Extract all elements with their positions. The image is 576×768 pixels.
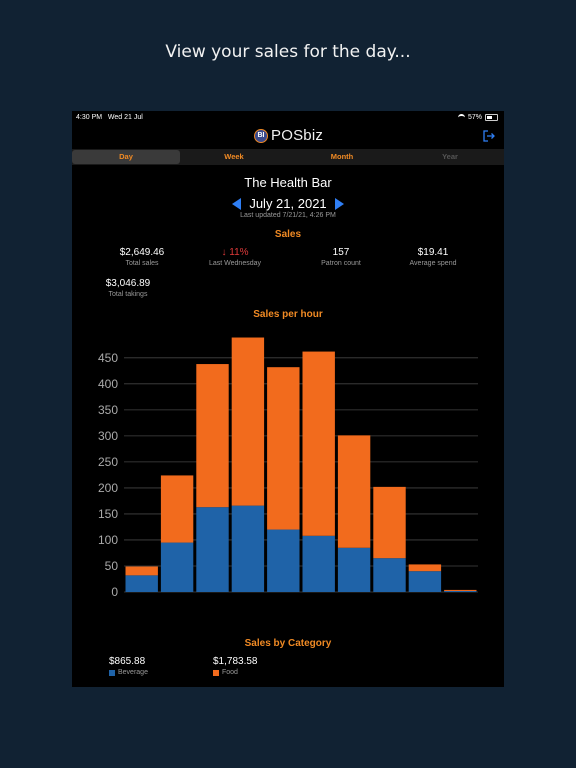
food-swatch: [213, 669, 219, 676]
y-tick-label: 450: [98, 351, 118, 365]
chart-title: Sales per hour: [253, 309, 323, 320]
stat-label: Last Wednesday: [208, 260, 261, 267]
next-day-icon[interactable]: [334, 197, 344, 210]
category-value: $865.88: [109, 656, 146, 667]
bar-beverage: [231, 505, 265, 592]
stat-label: Total sales: [125, 260, 159, 267]
stat-value: $3,046.89: [105, 278, 151, 289]
category-value: $1,783.58: [213, 656, 258, 667]
status-bar: 4:30 PM Wed 21 Jul 57%: [72, 111, 504, 125]
category-beverage: $865.88 Beverage: [109, 656, 148, 676]
promo-caption: View your sales for the day...: [165, 42, 411, 62]
bar-food: [160, 475, 194, 543]
battery-icon: [485, 114, 498, 121]
x-tick-label: 3 PM: [411, 600, 439, 601]
y-tick-label: 100: [98, 533, 118, 547]
wifi-icon: [457, 114, 465, 121]
stat-value: 11%: [229, 247, 249, 258]
bar-beverage: [196, 507, 229, 592]
app-header: BI POSbiz: [72, 125, 504, 149]
stat-total-sales: $2,649.46 Total sales: [92, 247, 192, 267]
stat-value: 157: [332, 247, 350, 258]
category-section-title: Sales by Category: [244, 638, 332, 649]
tab-month[interactable]: Month: [330, 152, 354, 161]
stat-label: Average spend: [409, 260, 457, 267]
stat-value: $2,649.46: [119, 247, 165, 258]
date-navigator: July 21, 2021: [72, 196, 504, 211]
bar-food: [196, 364, 229, 508]
stat-average-spend: $19.41 Average spend: [383, 247, 483, 267]
bar-beverage: [160, 542, 194, 592]
y-tick-label: 200: [98, 481, 118, 495]
battery-percent: 57%: [467, 114, 482, 121]
bar-food: [373, 486, 406, 559]
bar-food: [302, 351, 335, 536]
beverage-swatch: [109, 669, 115, 676]
stat-value: $19.41: [417, 247, 449, 258]
category-label: Food: [222, 669, 238, 676]
bar-food: [125, 566, 158, 576]
period-tabs: Day Week Month Year: [72, 149, 504, 165]
venue-name: The Health Bar: [244, 175, 332, 190]
down-arrow-icon: ↓: [221, 247, 227, 258]
last-updated: Last updated 7/21/21, 4:26 PM: [240, 212, 336, 219]
tab-year: Year: [442, 152, 458, 161]
bar-beverage: [373, 558, 406, 592]
logo-mark-icon: BI: [254, 128, 268, 143]
bar-beverage: [267, 529, 300, 592]
x-tick-label: 7 AM: [128, 600, 155, 601]
x-tick-label: 11 AM: [267, 600, 300, 601]
category-label: Beverage: [118, 669, 148, 676]
tab-week[interactable]: Week: [224, 152, 244, 161]
bar-food: [337, 435, 371, 548]
bar-food: [267, 367, 300, 530]
y-tick-label: 150: [98, 507, 118, 521]
bar-food: [231, 337, 265, 506]
logo-text: POSbiz: [271, 127, 324, 144]
sales-per-hour-chart: 0 50 100 150 200 250 300 350 400 450 7 AM 9 AM 11 AM…: [98, 337, 478, 601]
stat-label: Total takings: [108, 291, 148, 298]
bar-beverage: [302, 535, 335, 592]
stat-total-takings: $3,046.89 Total takings: [78, 278, 178, 298]
bar-beverage: [337, 547, 371, 592]
y-tick-label: 250: [98, 455, 118, 469]
ipad-screen: 4:30 PM Wed 21 Jul 57% BI POSbiz Day Wee…: [72, 111, 504, 687]
y-tick-label: 400: [98, 377, 118, 391]
stat-patron-count: 157 Patron count: [291, 247, 391, 267]
bar-beverage: [408, 571, 442, 592]
bar-beverage: [125, 575, 158, 592]
x-tick-label: 1 PM: [340, 600, 368, 601]
category-food: $1,783.58 Food: [213, 656, 258, 676]
stat-label: Patron count: [321, 260, 361, 267]
y-tick-label: 300: [98, 429, 118, 443]
posbiz-logo: BI POSbiz: [254, 127, 323, 144]
y-tick-label: 0: [111, 585, 118, 599]
stat-last-wednesday: ↓ 11% Last Wednesday: [185, 247, 285, 267]
x-tick-label: 9 AM: [199, 600, 226, 601]
current-date[interactable]: July 21, 2021: [249, 196, 327, 211]
logout-glyph: [483, 130, 495, 142]
status-date: Wed 21 Jul: [107, 114, 143, 121]
bar-food: [444, 589, 477, 591]
bar-beverage: [444, 590, 477, 592]
bar-food: [408, 564, 442, 572]
y-tick-label: 50: [105, 559, 119, 573]
y-tick-label: 350: [98, 403, 118, 417]
tab-day[interactable]: Day: [72, 150, 180, 164]
logout-icon[interactable]: [482, 129, 496, 143]
previous-day-icon[interactable]: [232, 197, 242, 210]
sales-section-title: Sales: [274, 229, 302, 240]
status-time: 4:30 PM: [76, 114, 103, 121]
